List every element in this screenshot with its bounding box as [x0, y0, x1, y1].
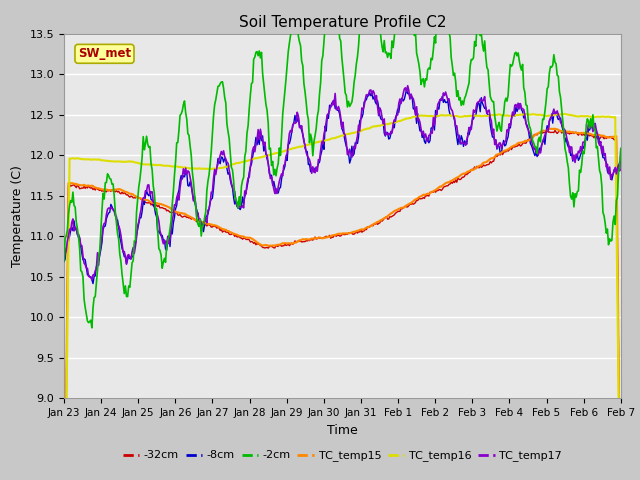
- Y-axis label: Temperature (C): Temperature (C): [11, 165, 24, 267]
- Text: SW_met: SW_met: [78, 48, 131, 60]
- X-axis label: Time: Time: [327, 424, 358, 437]
- Title: Soil Temperature Profile C2: Soil Temperature Profile C2: [239, 15, 446, 30]
- Legend: -32cm, -8cm, -2cm, TC_temp15, TC_temp16, TC_temp17: -32cm, -8cm, -2cm, TC_temp15, TC_temp16,…: [118, 446, 566, 466]
